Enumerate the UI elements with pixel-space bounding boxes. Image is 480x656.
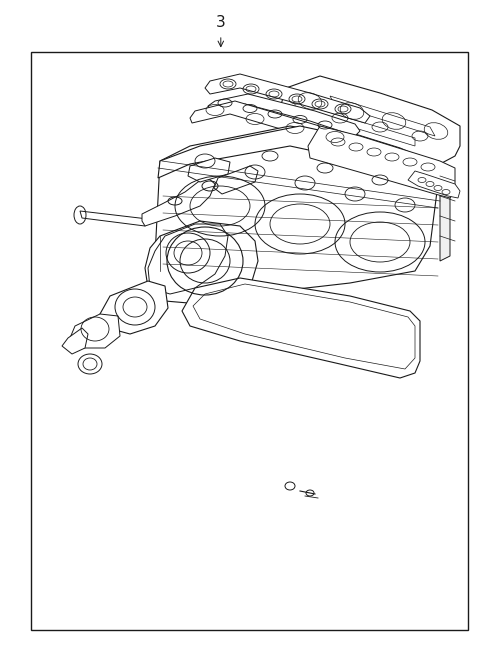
Polygon shape [208, 94, 360, 136]
Polygon shape [308, 126, 455, 198]
Polygon shape [330, 96, 435, 136]
Polygon shape [193, 284, 415, 369]
Polygon shape [145, 221, 258, 304]
Polygon shape [182, 278, 420, 378]
Polygon shape [188, 158, 230, 182]
Polygon shape [190, 101, 400, 164]
Polygon shape [148, 224, 228, 294]
Polygon shape [70, 314, 120, 348]
Polygon shape [62, 328, 88, 354]
Polygon shape [214, 166, 258, 194]
Bar [31, 52, 468, 630]
Polygon shape [142, 178, 215, 226]
Polygon shape [440, 164, 450, 261]
Polygon shape [158, 126, 440, 178]
Polygon shape [100, 281, 168, 334]
Polygon shape [80, 211, 148, 226]
Text: 3: 3 [216, 16, 226, 30]
Polygon shape [155, 126, 440, 291]
Polygon shape [205, 74, 370, 123]
Polygon shape [408, 171, 460, 198]
Polygon shape [280, 76, 460, 164]
Polygon shape [295, 102, 415, 146]
